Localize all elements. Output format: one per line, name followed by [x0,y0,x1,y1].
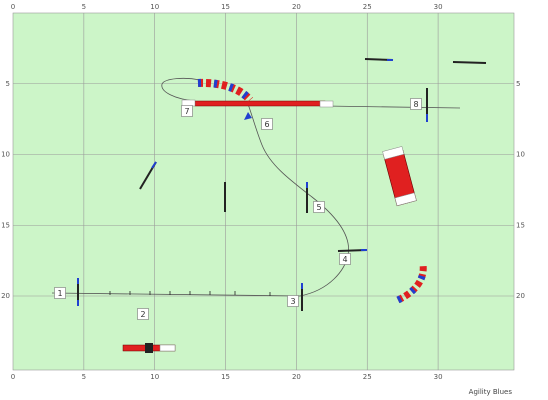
number-label: 3 [290,297,295,306]
x-tick-label: 25 [363,373,372,381]
y-tick-label: 20 [516,292,525,300]
course-path [51,77,461,297]
y-tick-label: 10 [1,151,10,159]
number-box [261,118,273,130]
number-label: 7 [184,107,189,116]
dog-walk [181,99,334,108]
path-line [324,105,461,109]
x-tick-label: 5 [82,3,86,11]
y-tick-label: 15 [516,221,525,229]
tunnel-end [244,112,252,120]
obstacle-numbers: 1 2 3 4 5 6 7 8 [54,98,422,320]
path-ticks [109,291,271,296]
x-tick-label: 10 [150,3,159,11]
x-tick-label: 0 [11,373,15,381]
number-box [287,295,299,307]
y-tick-label: 15 [1,221,10,229]
number-label: 4 [342,255,347,264]
x-tick-label: 30 [434,373,443,381]
grid [13,13,514,370]
x-tick-label: 5 [82,373,86,381]
footer: Agility Blues [469,388,513,396]
number-box [137,308,149,320]
x-tick-label: 20 [292,3,301,11]
number-label: 2 [140,310,145,319]
path-line [161,77,201,102]
x-tick-label: 15 [221,3,230,11]
x-tick-label: 20 [292,373,301,381]
jump [452,61,487,64]
tunnel [396,263,427,304]
jumps [77,58,487,311]
number-box [410,98,422,110]
number-label: 6 [264,120,269,129]
x-tick-label: 10 [150,373,159,381]
seesaw [122,343,176,353]
chute [382,146,417,207]
field [12,12,515,371]
tunnel [197,78,254,103]
x-tick-label: 25 [363,3,372,11]
number-label: 5 [316,203,321,212]
x-tick-label: 0 [11,3,15,11]
y-tick-label: 5 [6,80,10,88]
number-label: 8 [413,100,418,109]
path-line [51,103,349,297]
y-tick-label: 5 [516,80,520,88]
number-label: 1 [57,289,62,298]
number-box [54,287,66,299]
jump-end [151,161,157,169]
number-box [181,105,193,117]
x-tick-label: 15 [221,373,230,381]
x-tick-label: 30 [434,3,443,11]
number-box [313,201,325,213]
y-tick-label: 20 [1,292,10,300]
number-box [339,253,351,265]
y-tick-label: 10 [516,151,525,159]
